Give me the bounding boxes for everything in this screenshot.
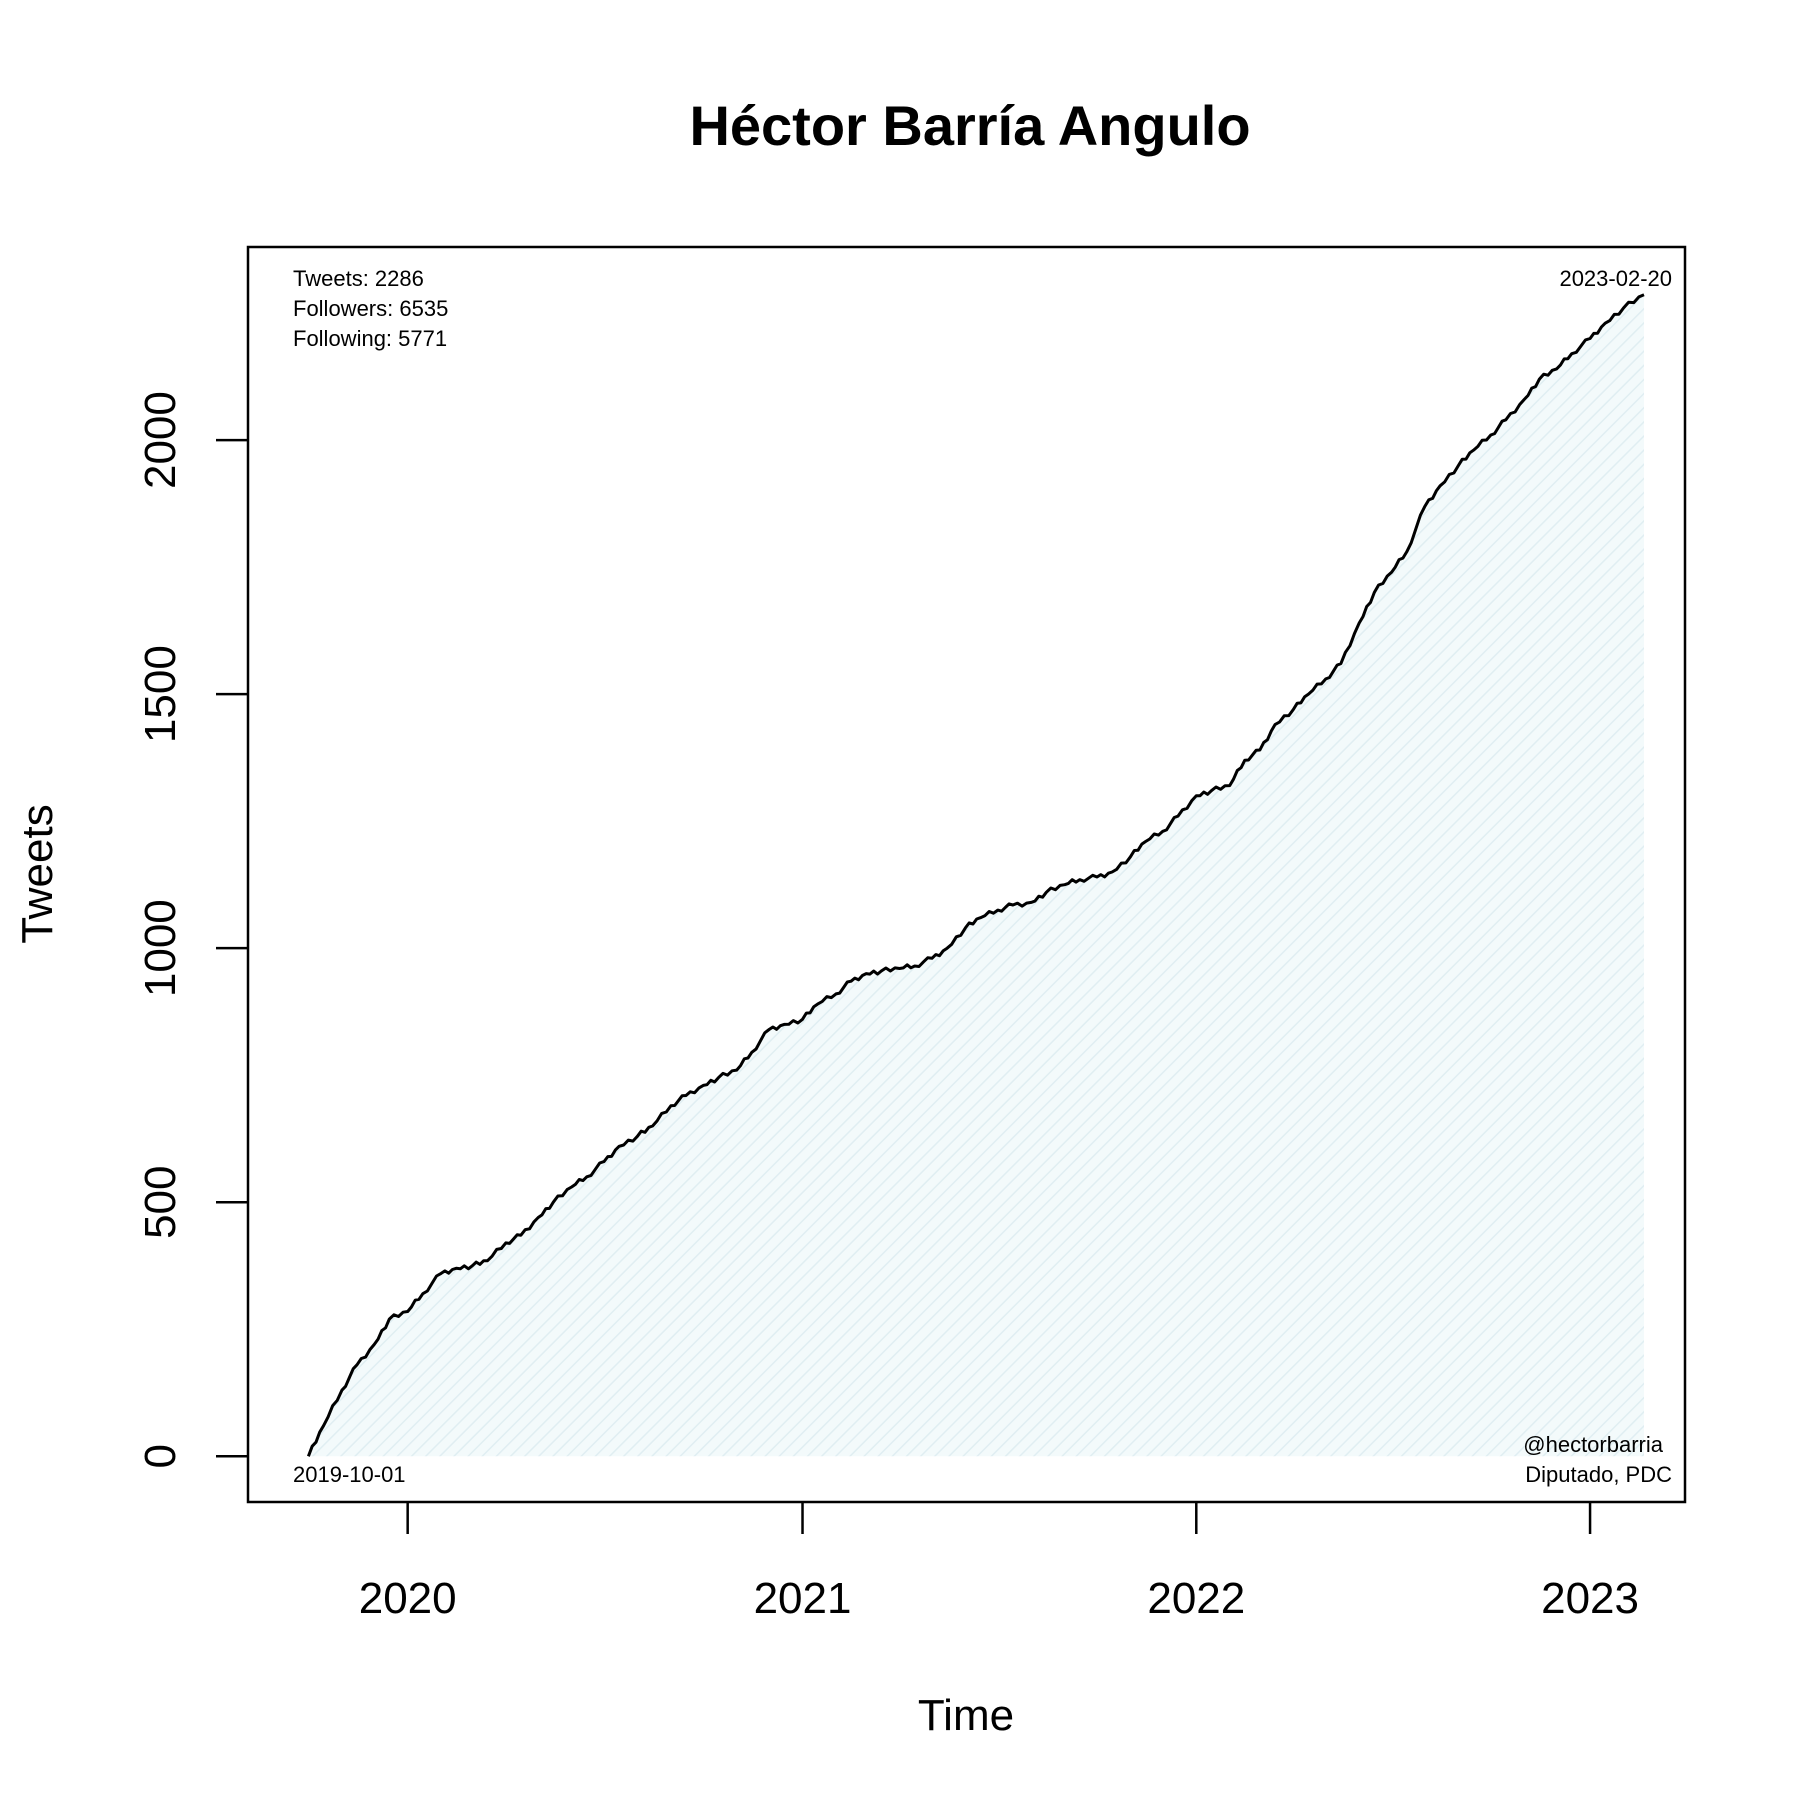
start-date-label: 2019-10-01 <box>293 1462 406 1487</box>
plot-frame <box>246 245 1687 1504</box>
stat-followers: Followers: 6535 <box>293 296 448 321</box>
y-axis: 0 500 1000 1500 2000 <box>136 391 248 1469</box>
account-handle: @hectorbarria <box>1523 1432 1663 1457</box>
x-tick-label-2023: 2023 <box>1541 1574 1639 1623</box>
y-tick-label-1500: 1500 <box>136 645 185 743</box>
x-axis-label: Time <box>918 1691 1014 1740</box>
y-axis-label: Tweets <box>13 804 62 943</box>
x-tick-label-2021: 2021 <box>754 1574 852 1623</box>
stat-tweets: Tweets: 2286 <box>293 266 424 291</box>
y-tick-label-500: 500 <box>136 1166 185 1239</box>
y-tick-label-1000: 1000 <box>136 899 185 997</box>
cumulative-tweets-line <box>306 293 1645 1457</box>
cumulative-area-fill <box>308 294 1644 1457</box>
stat-following: Following: 5771 <box>293 326 447 351</box>
account-role: Diputado, PDC <box>1525 1462 1672 1487</box>
y-tick-label-0: 0 <box>136 1444 185 1468</box>
y-tick-label-2000: 2000 <box>136 391 185 489</box>
x-tick-label-2022: 2022 <box>1147 1574 1245 1623</box>
x-tick-label-2020: 2020 <box>359 1574 457 1623</box>
plot-layer <box>306 293 1645 1457</box>
chart-title: Héctor Barría Angulo <box>689 94 1250 157</box>
x-axis: 2020 2021 2022 2023 <box>359 1502 1639 1623</box>
end-date-label: 2023-02-20 <box>1559 266 1672 291</box>
